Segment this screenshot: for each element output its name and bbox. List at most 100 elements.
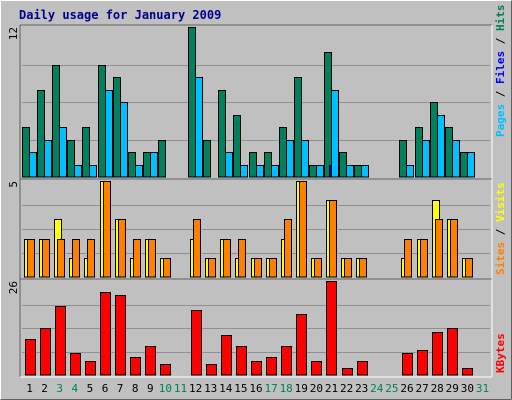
- bar-pages-day-7: [120, 102, 128, 178]
- bar-pages-day-23: [361, 165, 369, 178]
- day-label-11: 11: [174, 382, 187, 395]
- bar-kbytes-day-17: [266, 357, 277, 376]
- legend-visits-sites-part-2: Visits: [494, 182, 507, 222]
- bar-sites-day-21: [329, 200, 337, 278]
- panel-hits-files-pages: 12: [7, 24, 493, 180]
- bar-kbytes-day-1: [25, 339, 36, 376]
- bar-pages-day-22: [346, 165, 354, 178]
- bar-pages-day-4: [74, 165, 82, 178]
- bar-kbytes-day-13: [206, 364, 217, 376]
- bar-kbytes-day-27: [417, 350, 428, 376]
- bar-kbytes-day-4: [70, 353, 81, 376]
- day-label-12: 12: [189, 382, 202, 395]
- chart-title: Daily usage for January 2009: [19, 8, 221, 22]
- bar-pages-day-27: [422, 140, 430, 178]
- bar-sites-day-6: [103, 181, 111, 278]
- bar-pages-day-14: [225, 152, 233, 178]
- day-label-23: 23: [355, 382, 368, 395]
- bar-hits-day-30: [460, 152, 468, 178]
- day-label-16: 16: [249, 382, 262, 395]
- panel-visits-sites: 5: [7, 178, 493, 280]
- y-max-label: 5: [7, 181, 20, 188]
- day-label-20: 20: [310, 382, 323, 395]
- legend-hits-files-pages-part-1: /: [494, 84, 507, 104]
- bar-pages-day-17: [271, 165, 279, 178]
- bar-sites-day-13: [208, 258, 216, 278]
- bar-kbytes-day-30: [462, 368, 473, 376]
- legend-hits-files-pages-part-4: Hits: [494, 5, 507, 32]
- bar-kbytes-day-8: [130, 357, 141, 376]
- day-label-6: 6: [102, 382, 109, 395]
- bar-hits-day-2: [37, 90, 45, 178]
- day-label-13: 13: [204, 382, 217, 395]
- bar-hits-day-1: [22, 127, 30, 178]
- bar-hits-day-15: [233, 115, 241, 178]
- day-label-19: 19: [295, 382, 308, 395]
- day-label-26: 26: [400, 382, 413, 395]
- bar-sites-day-19: [299, 181, 307, 278]
- bar-hits-day-13: [203, 140, 211, 178]
- legend-visits-sites-part-1: /: [494, 222, 507, 242]
- bar-kbytes-day-12: [191, 310, 202, 376]
- series-pages: [29, 77, 475, 178]
- bar-kbytes-day-14: [221, 335, 232, 376]
- bar-kbytes-day-22: [342, 368, 353, 376]
- legend-kbytes: KBytes: [494, 333, 507, 373]
- bar-kbytes-day-26: [402, 353, 413, 376]
- bar-sites-day-1: [27, 239, 35, 278]
- bar-sites-day-23: [359, 258, 367, 278]
- day-label-5: 5: [87, 382, 94, 395]
- panel-kbytes: 26: [7, 278, 493, 378]
- bar-hits-day-28: [430, 102, 438, 178]
- bar-pages-day-6: [105, 90, 113, 178]
- day-label-14: 14: [219, 382, 233, 395]
- bar-hits-day-6: [98, 65, 106, 178]
- bar-hits-day-9: [143, 152, 151, 178]
- day-label-30: 30: [461, 382, 474, 395]
- bar-hits-day-7: [113, 77, 121, 178]
- bar-sites-day-12: [193, 219, 201, 278]
- bar-sites-day-15: [238, 239, 246, 278]
- legend-hits-files-pages-part-2: Files: [494, 51, 507, 84]
- legend-visits-sites-part-0: Sites: [494, 242, 507, 275]
- bar-pages-day-3: [59, 127, 67, 178]
- bar-kbytes-day-19: [296, 314, 307, 376]
- bar-sites-day-16: [254, 258, 262, 278]
- bar-kbytes-day-5: [85, 361, 96, 376]
- bar-kbytes-day-18: [281, 346, 292, 376]
- legend-hits-files-pages: Pages / Files / Hits: [494, 5, 507, 138]
- series-kbytes: [25, 281, 473, 376]
- day-label-2: 2: [41, 382, 48, 395]
- bar-sites-day-28: [435, 219, 443, 278]
- bar-kbytes-day-2: [40, 328, 51, 376]
- bar-pages-day-21: [331, 90, 339, 178]
- bar-hits-day-26: [399, 140, 407, 178]
- bar-hits-day-22: [339, 152, 347, 178]
- y-max-label: 12: [7, 27, 20, 40]
- day-label-25: 25: [385, 382, 398, 395]
- bar-hits-day-21: [324, 52, 332, 178]
- bar-sites-day-20: [314, 258, 322, 278]
- bar-hits-day-10: [158, 140, 166, 178]
- day-label-27: 27: [415, 382, 428, 395]
- y-max-label: 26: [7, 281, 20, 294]
- bar-sites-day-14: [223, 239, 231, 278]
- day-label-9: 9: [147, 382, 154, 395]
- bar-pages-day-26: [406, 165, 414, 178]
- day-label-4: 4: [71, 382, 78, 395]
- bar-kbytes-day-23: [357, 361, 368, 376]
- bar-sites-day-9: [148, 239, 156, 278]
- bar-sites-day-5: [87, 239, 95, 278]
- day-label-8: 8: [132, 382, 139, 395]
- bar-sites-day-10: [163, 258, 171, 278]
- bar-hits-day-4: [67, 140, 75, 178]
- bar-kbytes-day-3: [55, 306, 66, 376]
- day-label-15: 15: [234, 382, 247, 395]
- bar-kbytes-day-9: [145, 346, 156, 376]
- bar-kbytes-day-15: [236, 346, 247, 376]
- day-label-18: 18: [280, 382, 293, 395]
- bar-pages-day-8: [135, 165, 143, 178]
- series-sites: [27, 181, 473, 278]
- bar-pages-day-28: [437, 115, 445, 178]
